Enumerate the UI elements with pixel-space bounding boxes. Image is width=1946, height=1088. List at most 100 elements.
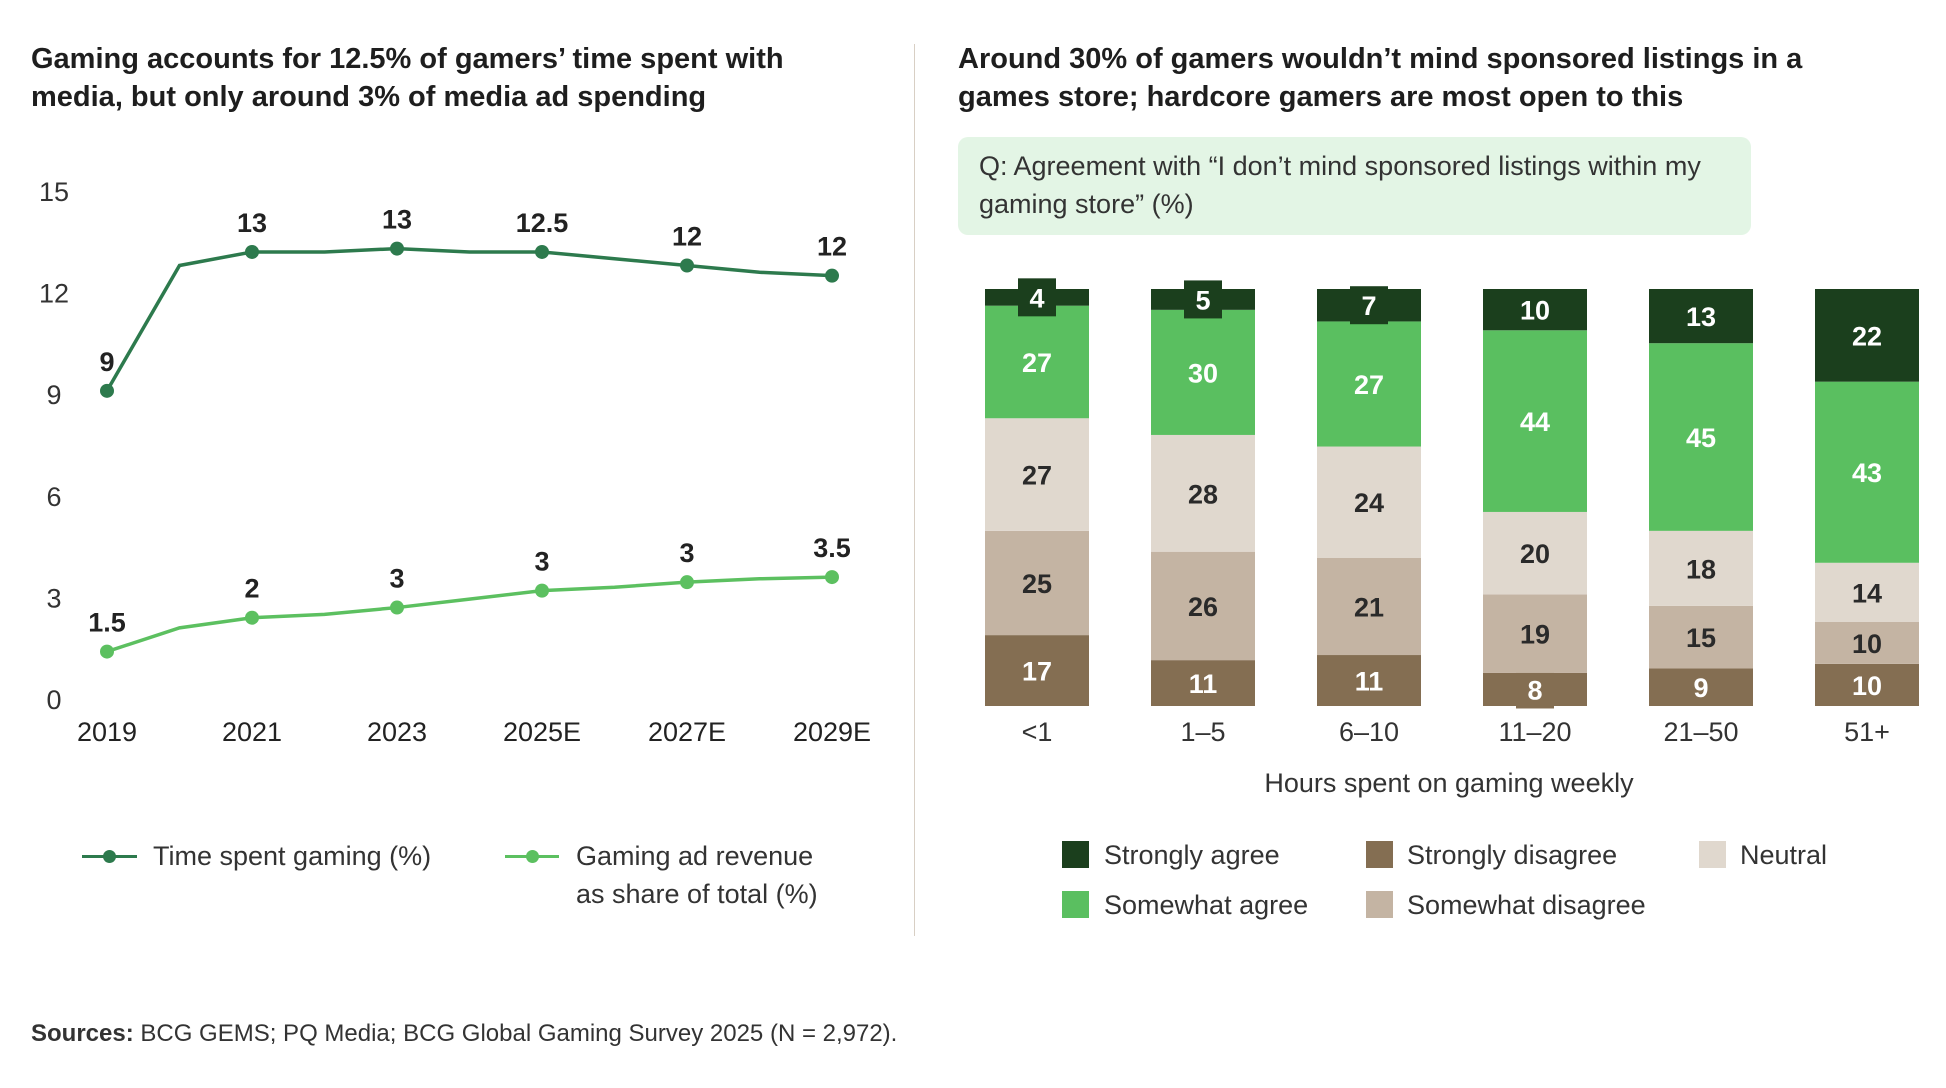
bar-segment-strongly-disagree <box>1649 668 1753 706</box>
bar-value-label: 27 <box>1022 348 1052 378</box>
data-label: 3 <box>679 538 694 568</box>
data-point <box>390 600 404 615</box>
bar-segment-somewhat-agree <box>1483 330 1587 512</box>
x-axis-title: Hours spent on gaming weekly <box>1264 768 1634 798</box>
data-label: 12 <box>817 232 847 262</box>
bar-value-label: 28 <box>1188 479 1218 509</box>
bar-value-label: 7 <box>1361 291 1376 321</box>
right-chart-title: Around 30% of gamers wouldn’t mind spons… <box>958 43 1803 113</box>
data-point <box>245 610 259 625</box>
bar-segment-somewhat-agree <box>1815 381 1919 563</box>
legend-marker-ad-revenue <box>526 850 539 863</box>
bar-value-label: 14 <box>1852 578 1882 608</box>
bar-segment-somewhat-agree <box>1151 309 1255 435</box>
x-category-label: 21–50 <box>1663 717 1738 747</box>
legend-label-strongly-agree: Strongly agree <box>1104 840 1280 870</box>
y-tick-label: 0 <box>46 685 61 715</box>
bar-value-label: 15 <box>1686 623 1716 653</box>
bar-value-label: 22 <box>1852 321 1882 351</box>
legend-swatch-neutral <box>1699 841 1726 868</box>
bar-value-label: 26 <box>1188 592 1218 622</box>
bar-value-label: 10 <box>1852 629 1882 659</box>
data-point <box>100 644 114 659</box>
panel-divider <box>914 44 915 936</box>
bar-segment-strongly-agree <box>1649 289 1753 344</box>
bar-segment-neutral <box>1151 434 1255 552</box>
bar-value-label: 25 <box>1022 569 1052 599</box>
bar-value-label: 24 <box>1354 488 1384 518</box>
x-tick-label: 2029E <box>793 717 871 747</box>
y-tick-label: 15 <box>39 177 69 207</box>
bar-label-tab <box>1350 286 1388 325</box>
bar-segment-somewhat-disagree <box>1649 605 1753 669</box>
data-label: 1.5 <box>88 608 126 638</box>
data-label: 13 <box>382 205 412 235</box>
bar-value-label: 44 <box>1520 407 1550 437</box>
bar-label-tab <box>1018 278 1056 317</box>
x-category-label: 11–20 <box>1498 717 1571 747</box>
bar-segment-somewhat-disagree <box>985 530 1089 636</box>
bar-value-label: 10 <box>1520 296 1550 326</box>
bar-segment-strongly-disagree <box>1151 660 1255 706</box>
bar-label-tab <box>1184 280 1222 319</box>
data-label: 9 <box>99 347 114 377</box>
bar-value-label: 19 <box>1520 620 1550 650</box>
ad-revenue-line <box>106 575 833 654</box>
survey-question-box: Q: Agreement with “I don’t mind sponsore… <box>958 137 1751 235</box>
bar-label-tab <box>1516 670 1554 709</box>
bar-segment-neutral <box>1483 511 1587 595</box>
bar-segment-somewhat-disagree <box>1317 557 1421 656</box>
bar-value-label: 21 <box>1354 592 1384 622</box>
sources-note: Sources: BCG GEMS; PQ Media; BCG Global … <box>31 1020 897 1048</box>
data-point <box>100 383 114 398</box>
legend-swatch-somewhat-agree <box>1062 891 1089 918</box>
legend-swatch-strongly-agree <box>1062 841 1089 868</box>
legend-marker-time-spent <box>103 850 116 863</box>
legend-swatch-strongly-disagree <box>1366 841 1393 868</box>
bar-value-label: 8 <box>1527 675 1542 705</box>
legend-label-ad-revenue-line1: Gaming ad revenue <box>576 841 814 871</box>
data-label: 12 <box>672 222 702 252</box>
bar-segment-somewhat-agree <box>985 305 1089 419</box>
bar-segment-somewhat-disagree <box>1151 551 1255 661</box>
bar-value-label: 17 <box>1022 657 1052 687</box>
bar-value-label: 11 <box>1355 667 1384 697</box>
bar-value-label: 27 <box>1354 370 1384 400</box>
data-label: 2 <box>244 574 259 604</box>
bar-segment-strongly-disagree <box>1317 655 1421 706</box>
left-chart-title: Gaming accounts for 12.5% of gamers’ tim… <box>31 43 784 113</box>
x-tick-label: 2027E <box>648 717 726 747</box>
legend-label-time-spent: Time spent gaming (%) <box>153 841 432 871</box>
data-point <box>245 244 259 259</box>
legend-swatch-somewhat-disagree <box>1366 891 1393 918</box>
data-point <box>825 268 839 283</box>
x-category-label: 6–10 <box>1339 717 1399 747</box>
legend-label-ad-revenue-line2: as share of total (%) <box>576 879 818 909</box>
data-label: 3.5 <box>813 533 851 563</box>
legend-label-neutral: Neutral <box>1740 840 1828 870</box>
x-category-label: <1 <box>1022 717 1053 747</box>
data-point <box>535 583 549 598</box>
bar-value-label: 18 <box>1686 554 1716 584</box>
sources-label: Sources: <box>31 1020 134 1047</box>
time-spent-line <box>105 246 833 392</box>
bar-segment-neutral <box>985 418 1089 531</box>
bar-value-label: 9 <box>1693 673 1708 703</box>
bar-segment-neutral <box>1317 446 1421 558</box>
y-tick-label: 3 <box>46 583 61 613</box>
x-category-label: 51+ <box>1844 717 1890 747</box>
data-point <box>680 258 694 273</box>
legend-label-strongly-disagree: Strongly disagree <box>1407 840 1618 870</box>
bar-value-label: 27 <box>1022 461 1052 491</box>
bar-segment-somewhat-disagree <box>1483 594 1587 673</box>
bar-value-label: 30 <box>1188 358 1218 388</box>
data-label: 12.5 <box>516 208 569 238</box>
data-label: 3 <box>389 564 404 594</box>
bar-segment-somewhat-disagree <box>1815 621 1919 664</box>
bar-segment-somewhat-agree <box>1649 343 1753 531</box>
bar-segment-neutral <box>1649 530 1753 606</box>
bar-segment-strongly-agree <box>1483 289 1587 331</box>
x-tick-label: 2019 <box>77 717 137 747</box>
bar-value-label: 5 <box>1195 285 1210 315</box>
